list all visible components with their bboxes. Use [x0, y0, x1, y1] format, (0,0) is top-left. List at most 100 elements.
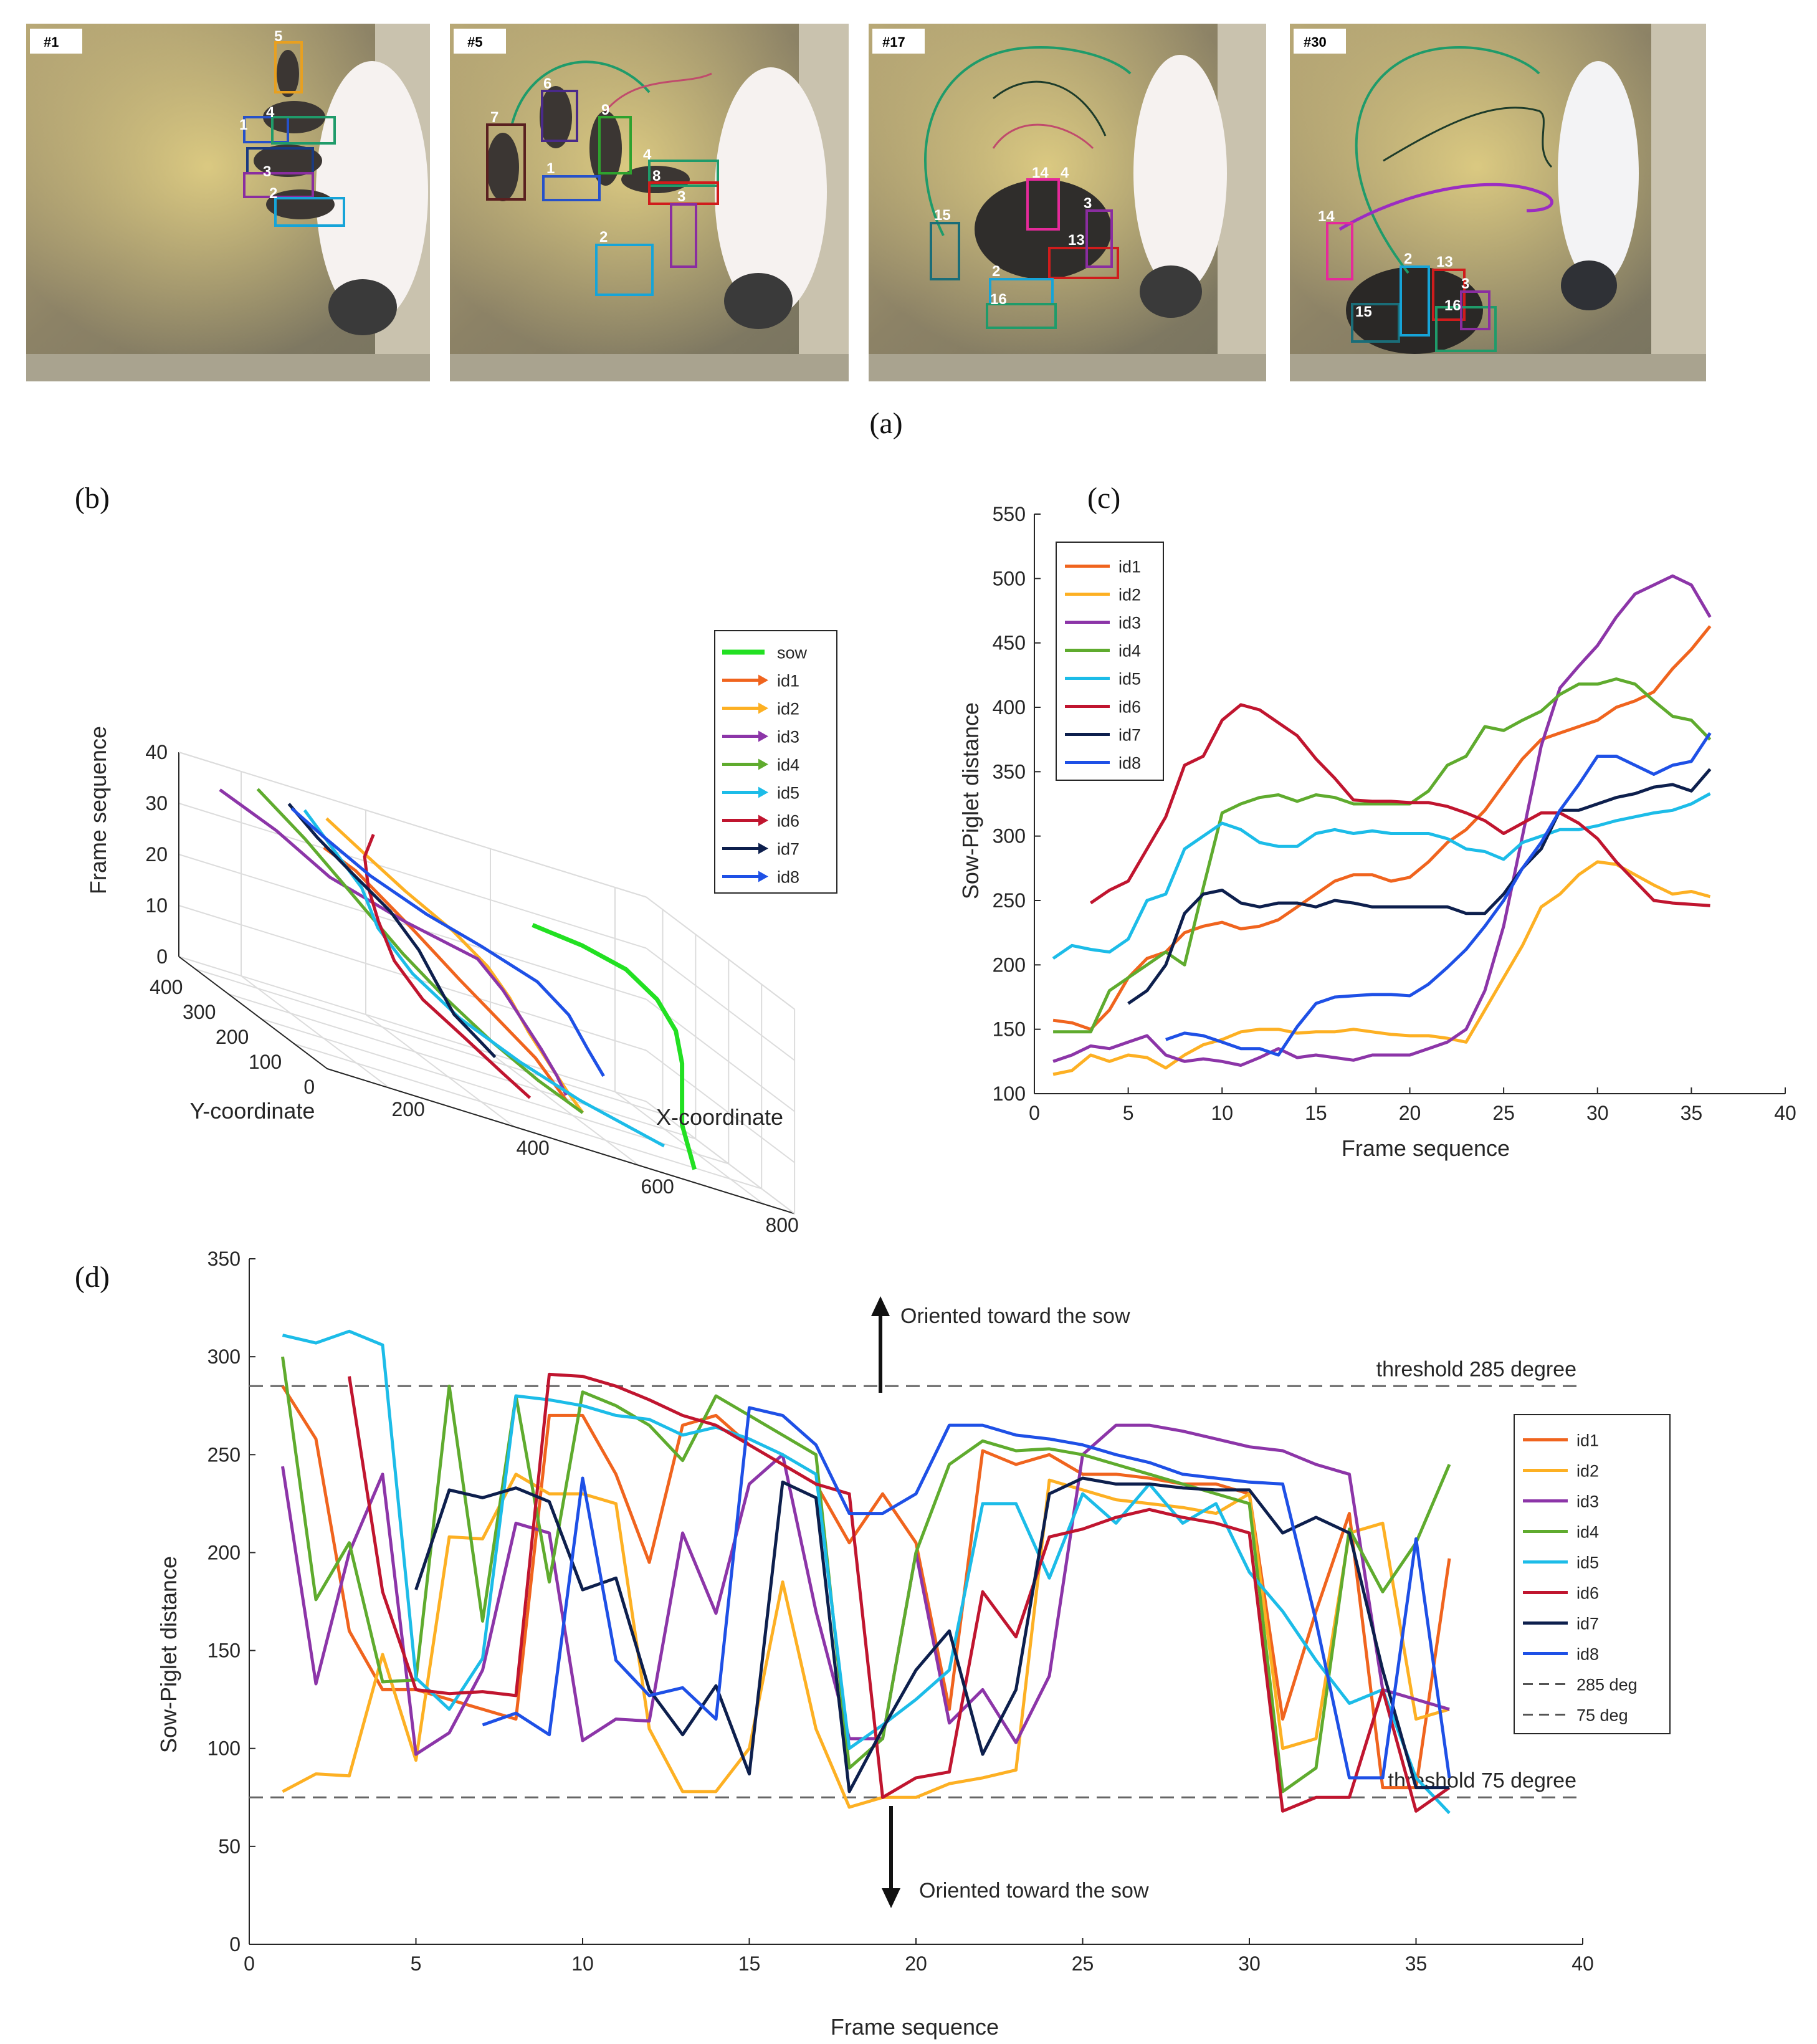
legend-label-id2: id2: [1118, 586, 1141, 604]
legend-label-threshold: 75 deg: [1576, 1706, 1628, 1725]
svg-text:1: 1: [239, 117, 247, 133]
chart-c-legend: id1 id2 id3 id4 id5 id6 id7 id8: [1056, 542, 1164, 781]
chart-c-lines: [1052, 574, 1712, 1076]
series-line-id6: [1089, 703, 1710, 907]
legend-arrow-icon: [758, 786, 768, 798]
series-line-id4: [256, 788, 584, 1114]
y-tick-label: 450: [993, 632, 1026, 654]
series-line-id4: [1053, 677, 1712, 1034]
series-line-id2: [1052, 860, 1711, 1076]
chart-d-annotations: Oriented toward the sow Oriented toward …: [871, 1296, 1149, 1908]
legend-label-id6: id6: [777, 812, 799, 831]
svg-text:13: 13: [1068, 232, 1085, 249]
series-line-id6: [348, 1372, 1451, 1813]
x-tick-label: 200: [391, 1098, 424, 1120]
frame-label: #1: [44, 34, 59, 50]
grid-line: [178, 803, 647, 949]
grid-line: [241, 975, 390, 1089]
chart-d: (d) 0 5 10 15 20 25 30 35 40 0 50 100 150 200 250 300 35…: [75, 1248, 1671, 2040]
legend-label-id7: id7: [1118, 726, 1141, 745]
arrow-up-head-icon: [871, 1296, 890, 1316]
x-tick-label: 0: [1029, 1102, 1040, 1124]
svg-text:4: 4: [643, 146, 652, 163]
x-axis: [327, 1068, 795, 1215]
svg-text:3: 3: [1084, 195, 1092, 212]
svg-text:16: 16: [1444, 297, 1461, 314]
chart-b-grid: [178, 752, 796, 1215]
legend-arrow-icon: [758, 758, 768, 770]
x-tick-label: 10: [571, 1952, 594, 1975]
grid-line: [195, 968, 663, 1115]
grid-line: [646, 1101, 795, 1215]
legend-arrow-icon: [758, 730, 768, 742]
z-tick-label: 20: [145, 843, 168, 866]
legend-label-id3: id3: [1576, 1492, 1599, 1511]
frame-1: 1 2 3 4 5 #1: [26, 24, 430, 381]
chart-b-legend: sow id1 id2 id3 id4 id5 id6 id7 id8: [714, 630, 837, 894]
grid-line: [646, 1049, 795, 1163]
legend-arrow-icon: [758, 843, 768, 854]
svg-text:9: 9: [601, 102, 609, 118]
legend-label-id5: id5: [777, 784, 799, 803]
grid-line: [178, 905, 647, 1051]
y-tick-label: 350: [207, 1248, 241, 1270]
grid-line: [646, 896, 795, 1010]
legend-box: [1514, 1414, 1671, 1734]
legend-label-id6: id6: [1118, 698, 1141, 717]
chart-c-xlabel: Frame sequence: [1342, 1135, 1510, 1161]
series-line-id6: [363, 834, 532, 1099]
legend-label-threshold: 285 deg: [1576, 1676, 1638, 1694]
grid-line: [365, 1014, 515, 1127]
series-line-id7: [287, 803, 497, 1059]
x-tick-label: 35: [1405, 1952, 1428, 1975]
series-line-id5: [1052, 792, 1711, 960]
chart-d-ylabel: Sow-Piglet distance: [156, 1556, 181, 1753]
series-line-id3: [219, 788, 568, 1096]
x-tick-label: 25: [1492, 1102, 1515, 1124]
svg-text:3: 3: [677, 188, 685, 205]
z-tick-label: 30: [145, 792, 168, 814]
frame-4: 14 15 2 13 16 3 #30: [1290, 24, 1706, 381]
svg-text:4: 4: [266, 104, 275, 121]
y-tick-label: 0: [229, 1933, 241, 1956]
chart-d-legend: id1 id2 id3 id4 id5 id6 id7 id8 285 deg 75 deg: [1514, 1414, 1671, 1734]
x-tick-label: 35: [1681, 1102, 1703, 1124]
chart-c-ylabel: Sow-Piglet distance: [958, 702, 983, 899]
legend-label-id3: id3: [1118, 614, 1141, 633]
svg-text:15: 15: [1355, 303, 1372, 320]
grid-line: [178, 752, 647, 898]
grid-line: [646, 947, 795, 1061]
svg-text:14: 14: [1032, 165, 1049, 181]
svg-text:15: 15: [934, 207, 951, 224]
chart-c-axes: 0 5 10 15 20 25 30 35 40 100 150 200 250 300 350 400 450…: [993, 503, 1796, 1124]
sow-image: [1133, 55, 1227, 292]
legend-label-id4: id4: [1118, 642, 1141, 661]
grid-line: [490, 1053, 639, 1166]
series-line-id5: [303, 809, 665, 1148]
legend-label-id1: id1: [1118, 558, 1141, 576]
x-tick-label: 600: [641, 1175, 674, 1198]
x-tick-label: 0: [244, 1952, 255, 1975]
x-tick-label: 40: [1774, 1102, 1796, 1124]
y-axis: [178, 956, 328, 1069]
y-tick-label: 550: [993, 503, 1026, 525]
svg-text:6: 6: [543, 75, 551, 92]
y-tick-label: 300: [207, 1345, 241, 1368]
svg-text:2: 2: [269, 185, 277, 202]
svg-text:4: 4: [1061, 165, 1069, 181]
z-tick-label: 10: [145, 894, 168, 917]
panel-d-letter: (d): [75, 1261, 110, 1294]
legend-label-id7: id7: [777, 840, 799, 859]
svg-text:3: 3: [1461, 275, 1469, 292]
series-line-id3: [281, 1423, 1450, 1756]
sow-image: [316, 61, 428, 323]
x-tick-label: 15: [1305, 1102, 1327, 1124]
legend-label-id5: id5: [1576, 1554, 1599, 1572]
chart-b-zlabel: Frame sequence: [85, 726, 111, 894]
svg-text:8: 8: [652, 168, 661, 184]
x-tick-label: 30: [1586, 1102, 1609, 1124]
svg-text:2: 2: [992, 263, 1000, 280]
